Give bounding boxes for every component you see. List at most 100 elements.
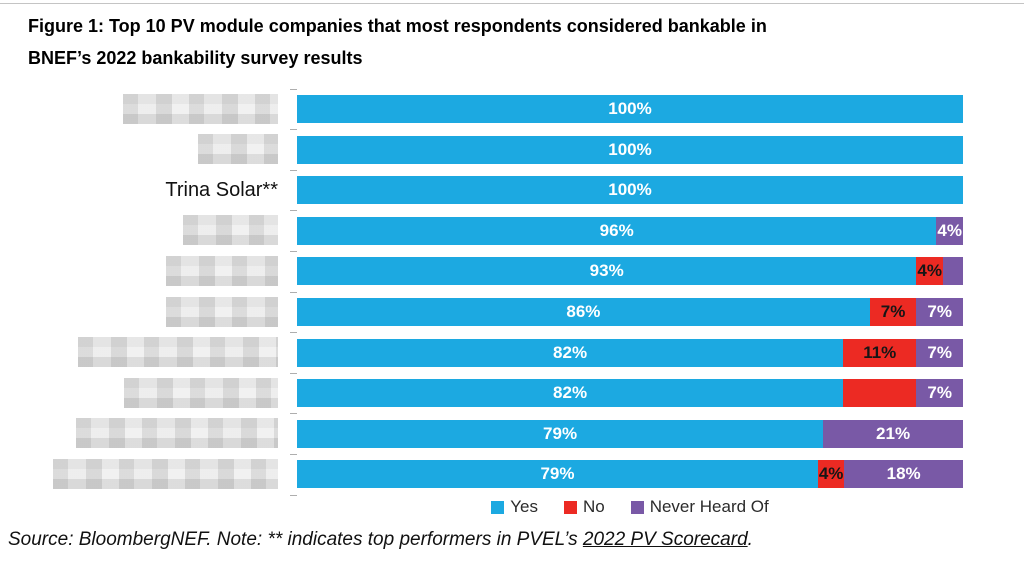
segment-value-label: 100% <box>608 99 652 118</box>
axis-tick <box>290 169 297 171</box>
segment-value-label: 79% <box>540 464 575 484</box>
segment-value-label: 11% <box>863 342 897 362</box>
bar-segments: 79% 4% 18% <box>297 460 963 489</box>
source-note: Source: BloombergNEF. Note: ** indicates… <box>8 529 1018 551</box>
category-label-cell <box>0 377 278 408</box>
category-label-cell <box>0 337 278 368</box>
legend-item-never-heard-of: Never Heard Of <box>630 497 769 517</box>
segment-value-label: 4% <box>937 220 962 240</box>
bar-segment-yes: 100% <box>297 176 963 205</box>
segment-value-label: 82% <box>553 342 588 362</box>
figure-title-line2: BNEF’s 2022 bankability survey results <box>28 48 363 68</box>
segment-value-label: 96% <box>599 220 634 240</box>
redacted-company-label <box>53 458 278 489</box>
bar-row: 82% 7% <box>0 377 1010 408</box>
source-note-suffix: . <box>747 529 753 550</box>
axis-tick <box>290 210 297 212</box>
top-divider-line <box>0 3 1024 4</box>
axis-tick <box>290 413 297 415</box>
bar-segment-never-heard-of: 7% <box>916 338 963 367</box>
segment-value-label: 21% <box>876 423 911 443</box>
segment-value-label: 86% <box>566 302 601 321</box>
bar-row: 86% 7% 7% <box>0 296 1010 327</box>
category-label-cell <box>0 93 278 124</box>
segment-value-label: 4% <box>818 464 844 484</box>
axis-tick <box>290 494 297 496</box>
bar-segment-no: 4% <box>817 460 845 489</box>
legend: Yes No Never Heard Of <box>297 496 963 518</box>
bar-row: 100% <box>0 134 1010 165</box>
legend-label-no: No <box>582 497 605 516</box>
bar-segment-never-heard-of: 7% <box>916 298 963 326</box>
bar-segments: 93% 4% <box>297 257 963 286</box>
axis-tick <box>290 250 297 252</box>
segment-value-label: 93% <box>589 261 624 281</box>
figure-title: Figure 1: Top 10 PV module companies tha… <box>28 10 1008 74</box>
bar-row: 96% 4% <box>0 215 1010 246</box>
bar-segments: 82% 11% 7% <box>297 338 963 367</box>
bar-segment-yes: 100% <box>297 95 963 123</box>
bar-segment-never-heard-of: 18% <box>844 460 963 489</box>
redacted-company-label <box>183 215 278 246</box>
bar-segments: 86% 7% 7% <box>297 298 963 326</box>
axis-tick <box>290 372 297 374</box>
legend-item-yes: Yes <box>491 497 538 517</box>
bar-row: 79% 4% 18% <box>0 458 1010 489</box>
axis-tick <box>290 88 297 90</box>
legend-item-no: No <box>563 497 605 517</box>
segment-value-label: 4% <box>917 261 942 281</box>
bar-segment-never-heard-of <box>943 257 963 286</box>
bar-segment-no: 4% <box>916 257 943 286</box>
redacted-company-label <box>124 377 278 408</box>
category-label-cell: Trina Solar** <box>0 176 278 204</box>
category-label-cell <box>0 215 278 246</box>
scorecard-link[interactable]: 2022 PV Scorecard <box>582 529 748 550</box>
bar-row: 93% 4% <box>0 255 1010 286</box>
redacted-company-label <box>76 418 278 449</box>
category-label-cell <box>0 458 278 489</box>
bar-segment-no: 11% <box>843 338 917 367</box>
bar-row: 79% 21% <box>0 418 1010 449</box>
redacted-company-label <box>123 93 278 124</box>
bar-segments: 100% <box>297 135 963 164</box>
segment-value-label: 7% <box>927 383 952 403</box>
axis-tick <box>290 453 297 455</box>
company-label: Trina Solar** <box>165 178 278 201</box>
bar-segment-never-heard-of: 7% <box>916 379 963 408</box>
axis-tick <box>290 129 297 131</box>
segment-value-label: 100% <box>608 139 652 159</box>
redacted-company-label <box>166 296 278 327</box>
category-label-cell <box>0 418 278 449</box>
bar-segments: 100% <box>297 95 963 123</box>
redacted-company-label <box>198 134 278 165</box>
axis-tick <box>290 332 297 334</box>
bar-segments: 79% 21% <box>297 419 963 448</box>
bar-segment-no: 7% <box>869 298 917 326</box>
source-note-prefix: Source: BloombergNEF. Note: ** indicates… <box>8 529 583 550</box>
legend-swatch-no-icon <box>563 500 577 514</box>
stacked-bar-chart: 100% 100% Trina Solar** 100% 96% 4% 93% 4% 86% 7%… <box>0 88 1010 505</box>
segment-value-label: 79% <box>543 423 578 443</box>
legend-swatch-yes-icon <box>491 500 505 514</box>
bar-segment-never-heard-of: 4% <box>936 216 963 245</box>
legend-label-never-heard-of: Never Heard Of <box>649 497 769 516</box>
bar-segment-no <box>843 379 917 408</box>
bar-segments: 100% <box>297 176 963 205</box>
axis-tick <box>290 291 297 293</box>
bar-segment-never-heard-of: 21% <box>823 419 963 448</box>
bar-segments: 82% 7% <box>297 379 963 408</box>
figure-title-line1: Figure 1: Top 10 PV module companies tha… <box>28 16 767 36</box>
redacted-company-label <box>166 255 278 286</box>
category-label-cell <box>0 255 278 286</box>
bar-segment-yes: 86% <box>297 298 870 326</box>
bar-row: 100% <box>0 93 1010 124</box>
segment-value-label: 7% <box>927 302 952 321</box>
segment-value-label: 7% <box>880 302 906 321</box>
category-label-cell <box>0 134 278 165</box>
redacted-company-label <box>78 337 278 368</box>
bar-segment-yes: 93% <box>297 257 917 286</box>
legend-label-yes: Yes <box>510 497 538 516</box>
bar-segment-yes: 100% <box>297 135 963 164</box>
bar-segment-yes: 96% <box>297 216 937 245</box>
legend-swatch-never-heard-of-icon <box>630 500 644 514</box>
